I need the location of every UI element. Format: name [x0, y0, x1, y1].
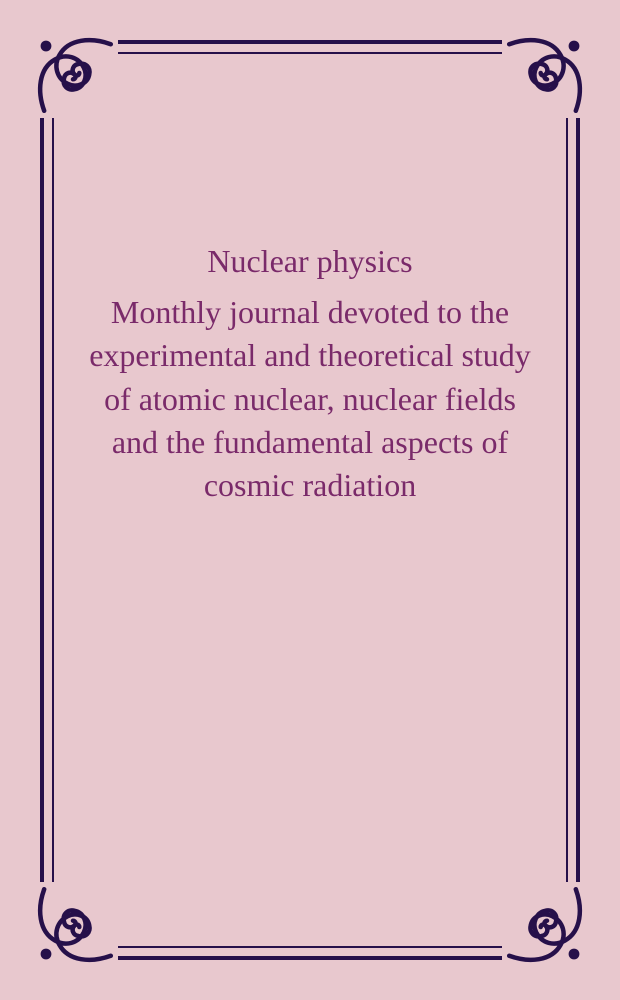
corner-ornament-bottom-right [502, 882, 592, 972]
document-subtitle: Monthly journal devoted to the experimen… [80, 291, 540, 507]
document-title: Nuclear physics [80, 240, 540, 283]
corner-ornament-top-left [28, 28, 118, 118]
corner-ornament-top-right [502, 28, 592, 118]
corner-ornament-bottom-left [28, 882, 118, 972]
document-content: Nuclear physics Monthly journal devoted … [80, 240, 540, 507]
